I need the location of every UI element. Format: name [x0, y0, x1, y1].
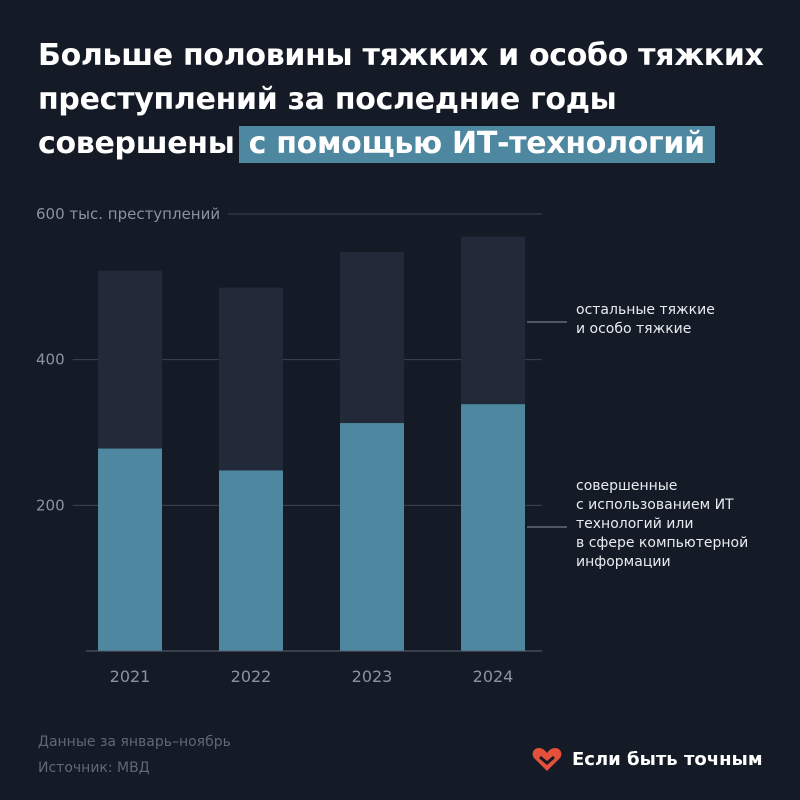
bar-segment-other: [98, 270, 162, 449]
bar-segment-it: [461, 404, 525, 651]
bar-segment-it: [340, 423, 404, 651]
chart-title: Больше половины тяжких и особо тяжких пр…: [38, 34, 778, 166]
legend-label: совершенные с использованием ИТ технологий…: [576, 478, 748, 570]
x-tick-label: 2023: [352, 667, 393, 686]
stacked-bar-chart: 600 тыс. преступлений 400 200 2021 2022 2023 2…: [36, 205, 748, 686]
legend-label-line: информации: [576, 554, 671, 570]
legend-label-line: технологий или: [576, 516, 693, 532]
legend-label-line: в сфере компьютерной: [576, 535, 748, 551]
bar-segment-it: [219, 470, 283, 651]
x-tick-label: 2022: [231, 667, 272, 686]
title-main: Больше половины тяжких и особо тяжких пр…: [38, 38, 764, 161]
brand-logo: Если быть точным: [532, 746, 763, 772]
y-tick-label: 600 тыс. преступлений: [36, 205, 220, 223]
x-tick-label: 2024: [473, 667, 514, 686]
brand-name: Если быть точным: [572, 748, 763, 770]
bar-segment-other: [340, 251, 404, 424]
legend-label: остальные тяжкие и особо тяжкие: [576, 302, 715, 337]
x-tick-label: 2021: [110, 667, 151, 686]
bar-segment-other: [461, 236, 525, 405]
legend-label-line: с использованием ИТ: [576, 497, 734, 513]
legend-label-line: и особо тяжкие: [576, 321, 691, 337]
title-highlight: с помощью ИТ-технологий: [238, 126, 715, 163]
brand-heart-icon: [532, 748, 562, 771]
bar-segment-other: [219, 287, 283, 471]
footnote-source: Источник: МВД: [38, 760, 150, 776]
y-tick-label: 400: [36, 351, 65, 369]
legend-label-line: совершенные: [576, 478, 677, 494]
y-tick-label: 200: [36, 496, 65, 514]
legend-label-line: остальные тяжкие: [576, 302, 715, 318]
bar-segment-it: [98, 448, 162, 651]
footnote-period: Данные за январь–ноябрь: [38, 734, 231, 750]
